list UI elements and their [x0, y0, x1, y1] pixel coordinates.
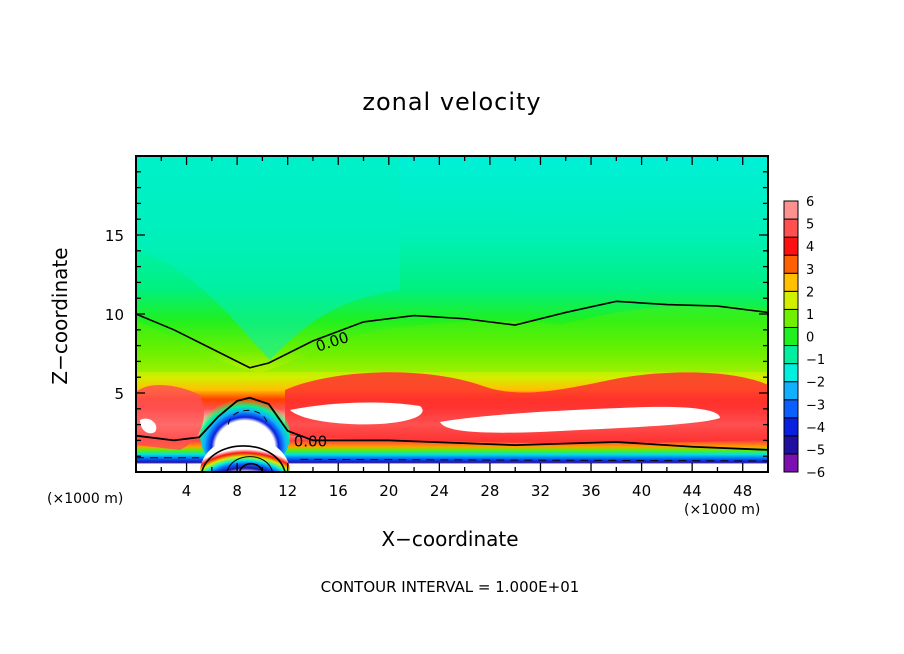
colorbar-label: 4	[806, 240, 814, 255]
colorbar-label: 2	[806, 285, 814, 300]
x-tick-label: 4	[182, 482, 192, 500]
field-dip	[136, 156, 400, 360]
x-tick-label: 28	[480, 482, 499, 500]
x-unit-right: (×1000 m)	[684, 502, 761, 518]
y-tick-label: 15	[105, 227, 124, 245]
colorbar-swatch	[783, 272, 799, 292]
colorbar-label: 0	[806, 331, 814, 346]
y-axis-label: Z−coordinate	[48, 247, 72, 385]
field-left-jet	[136, 384, 204, 450]
colorbar-swatch	[783, 308, 799, 328]
y-tick-label: 5	[114, 385, 124, 403]
x-tick-label: 44	[683, 482, 702, 500]
colorbar-swatch	[783, 290, 799, 310]
x-tick-label: 24	[430, 482, 449, 500]
x-tick-label: 20	[379, 482, 398, 500]
field-cyan-top	[180, 156, 320, 191]
colorbar-label: −4	[806, 421, 825, 436]
zero-contour-upper	[136, 300, 768, 369]
colorbar-swatch	[783, 417, 799, 437]
x-tick-label: 36	[581, 482, 600, 500]
field-left-core	[140, 418, 157, 434]
colorbar-swatch	[783, 218, 799, 238]
x-tick-label: 48	[733, 482, 752, 500]
colorbar-swatch	[783, 326, 799, 347]
colorbar-label: −2	[806, 376, 825, 391]
x-axis-label: X−coordinate	[381, 527, 519, 551]
field-jet-core-1	[290, 402, 423, 425]
colorbar-label: 6	[806, 195, 814, 210]
colorbar-label: −6	[806, 466, 825, 481]
chart-title: zonal velocity	[362, 88, 542, 116]
colorbar-swatch	[783, 363, 799, 383]
x-tick-label: 16	[329, 482, 348, 500]
contour-arc-2	[226, 456, 273, 472]
filled-contours	[136, 156, 768, 472]
colorbar-label: 5	[806, 218, 814, 233]
x-tick-label: 32	[531, 482, 550, 500]
field-jet-core-2	[440, 406, 720, 433]
zero-contour-lower	[136, 396, 768, 451]
colorbar-swatch	[783, 345, 799, 365]
colorbar-label: −5	[806, 443, 825, 458]
x-unit-left: (×1000 m)	[47, 491, 124, 507]
axis-ticks	[136, 156, 768, 472]
y-tick-label: 10	[105, 306, 124, 324]
contour-lines	[136, 300, 768, 472]
field-green-band	[136, 305, 768, 372]
negative-contour-dashed	[136, 457, 768, 462]
colorbar-label: −3	[806, 398, 825, 413]
x-tick-label: 40	[632, 482, 651, 500]
colorbar-swatch	[783, 236, 799, 256]
contour-arc-3	[238, 462, 264, 472]
colorbar-swatch	[783, 453, 799, 473]
colorbar: 6 5 4 3 2 1 0 −1 −2 −3 −4 −5 −6	[783, 195, 825, 481]
colorbar-swatch	[783, 381, 799, 401]
x-tick-label: 12	[278, 482, 297, 500]
colorbar-label: 1	[806, 308, 814, 323]
contour-interval-note: CONTOUR INTERVAL = 1.000E+01	[320, 578, 580, 596]
contour-label: 0.00	[294, 432, 327, 450]
negative-contour-dome	[227, 410, 268, 425]
colorbar-swatch	[783, 200, 799, 220]
colorbar-label: −1	[806, 353, 825, 368]
x-tick-label: 8	[232, 482, 242, 500]
colorbar-swatch	[783, 399, 799, 419]
colorbar-swatch	[783, 254, 799, 274]
contour-arc-1	[200, 445, 286, 472]
colorbar-label: 3	[806, 263, 814, 278]
colorbar-swatch	[783, 435, 799, 455]
